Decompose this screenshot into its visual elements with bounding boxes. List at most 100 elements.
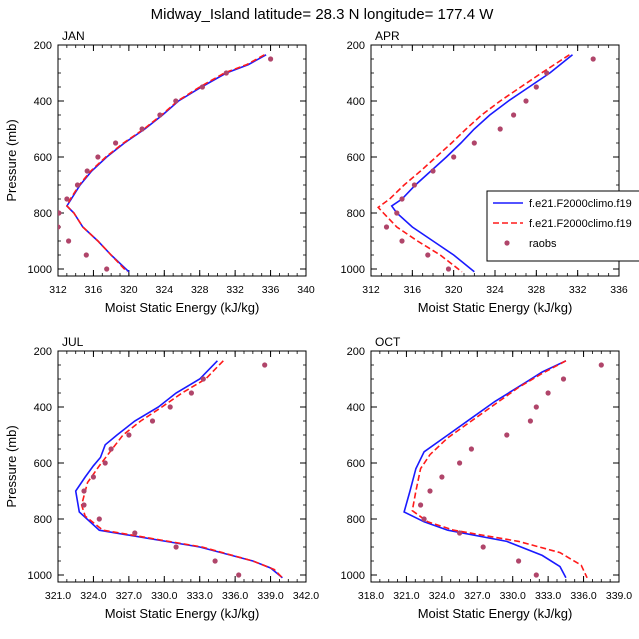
raobs-point: [418, 502, 424, 508]
x-tick-label: 316: [85, 284, 103, 296]
x-tick-label: 324.0: [80, 590, 106, 602]
raobs-point: [113, 140, 119, 146]
raobs-point: [430, 168, 436, 174]
plot-area: [377, 54, 596, 273]
x-tick-label: 330.0: [500, 590, 526, 602]
y-axis-label: Pressure (mb): [4, 119, 19, 201]
x-tick-label: 328: [191, 284, 209, 296]
x-tick-label: 332: [226, 284, 244, 296]
raobs-point: [421, 516, 427, 522]
raobs-point: [590, 56, 596, 62]
raobs-point: [223, 70, 229, 76]
raobs-point: [457, 530, 463, 536]
raobs-point: [497, 126, 503, 132]
x-tick-label: 340: [297, 284, 315, 296]
x-tick-label: 321.0: [393, 590, 419, 602]
raobs-point: [83, 252, 89, 258]
x-tick-label: 320: [445, 284, 463, 296]
x-tick-label: 330.0: [151, 590, 177, 602]
raobs-point: [533, 404, 539, 410]
y-tick-label: 1000: [28, 264, 52, 276]
raobs-point: [427, 488, 433, 494]
raobs-point: [104, 266, 110, 272]
raobs-point: [173, 544, 179, 550]
raobs-point: [523, 98, 529, 104]
raobs-point: [58, 210, 62, 216]
x-tick-label: 327.0: [464, 590, 490, 602]
y-tick-label: 400: [347, 402, 365, 414]
x-tick-label: 333.0: [535, 590, 561, 602]
y-tick-label: 600: [347, 458, 365, 470]
raobs-point: [383, 224, 390, 230]
y-tick-label: 600: [34, 152, 52, 164]
x-tick-label: 327.0: [116, 590, 142, 602]
plot-frame: [57, 350, 307, 583]
raobs-point: [510, 112, 517, 118]
x-axis-label: Moist Static Energy (kJ/kg): [105, 606, 260, 621]
x-tick-label: 333.0: [187, 590, 213, 602]
x-tick-label: 332: [569, 284, 587, 296]
raobs-point: [167, 404, 173, 410]
x-tick-label: 316: [404, 284, 422, 296]
x-tick-label: 336: [610, 284, 628, 296]
raobs-point: [394, 210, 400, 216]
raobs-point: [457, 460, 463, 466]
panel-label: JAN: [62, 29, 85, 43]
raobs-point: [425, 252, 431, 258]
raobs-point: [399, 196, 405, 202]
raobs-point: [173, 98, 179, 104]
x-axis-label: Moist Static Energy (kJ/kg): [418, 606, 573, 621]
raobs-point: [102, 460, 108, 466]
series-line-dashed: [411, 360, 588, 579]
raobs-point: [81, 488, 87, 494]
legend-label: raobs: [529, 238, 557, 250]
x-tick-label: 312: [49, 284, 67, 296]
x-tick-label: 320: [120, 284, 138, 296]
x-tick-label: 336: [262, 284, 280, 296]
x-tick-label: 324: [156, 284, 174, 296]
raobs-point: [560, 376, 567, 382]
y-tick-label: 800: [34, 208, 52, 220]
raobs-point: [108, 446, 114, 452]
raobs-point: [64, 196, 70, 202]
y-tick-label: 600: [347, 152, 365, 164]
series-line-dashed: [65, 54, 265, 273]
raobs-point: [212, 558, 218, 564]
x-tick-label: 321.0: [45, 590, 71, 602]
raobs-point: [236, 572, 242, 578]
x-tick-label: 339.0: [606, 590, 632, 602]
x-tick-label: 339.0: [257, 590, 283, 602]
plot-area: [58, 54, 274, 273]
raobs-point: [74, 182, 81, 188]
raobs-point: [139, 126, 145, 132]
panel-jul: 321.0 324.0 327.0 330.0 333.0 336.0 339.0 342.0…: [4, 335, 319, 621]
panel-oct: 318.0 321.0 324.0 327.0 330.0 333.0 336.0 339.0…: [341, 335, 633, 621]
panel-label: APR: [375, 29, 400, 43]
raobs-point: [96, 516, 102, 522]
raobs-point: [468, 446, 474, 452]
x-axis-label: Moist Static Energy (kJ/kg): [105, 300, 260, 315]
raobs-point: [504, 432, 510, 438]
raobs-point: [84, 168, 90, 174]
raobs-point: [132, 530, 138, 536]
x-tick-label: 318.0: [358, 590, 384, 602]
figure-title: Midway_Island latitude= 28.3 N longitude…: [151, 6, 495, 23]
plot-frame: [370, 350, 620, 583]
x-tick-label: 324.0: [429, 590, 455, 602]
raobs-point: [533, 572, 539, 578]
raobs-point: [58, 224, 61, 230]
plot-area: [74, 360, 283, 579]
raobs-point: [81, 502, 87, 508]
y-tick-label: 800: [34, 514, 52, 526]
raobs-point: [480, 544, 486, 550]
series-line-dashed: [80, 360, 283, 579]
raobs-point: [544, 70, 550, 76]
x-tick-label: 336.0: [222, 590, 248, 602]
panel-label: JUL: [62, 335, 84, 349]
raobs-point: [95, 154, 101, 160]
raobs-point: [399, 238, 405, 244]
x-tick-label: 324: [486, 284, 504, 296]
raobs-point: [149, 418, 156, 424]
x-tick-label: 342.0: [293, 590, 319, 602]
